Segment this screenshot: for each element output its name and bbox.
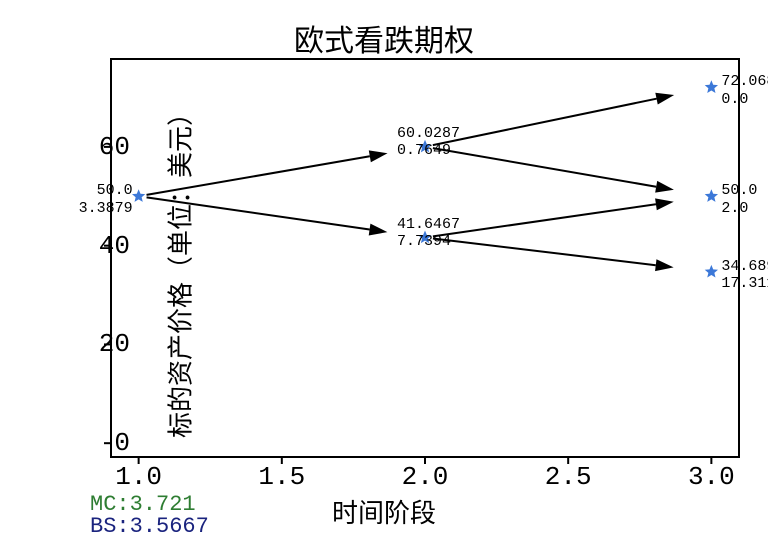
node-label: 50.0 3.3879 bbox=[79, 182, 133, 217]
node-label: 34.689 17.311 bbox=[721, 258, 768, 293]
node-label: 50.0 2.0 bbox=[721, 182, 757, 217]
y-tick-label: 60 bbox=[99, 132, 130, 162]
y-tick-label: 0 bbox=[114, 428, 130, 458]
node-label: 72.0689 0.0 bbox=[721, 73, 768, 108]
chart-container: 欧式看跌期权 标的资产价格（单位：美元） 时间阶段 02040601.01.52… bbox=[0, 0, 768, 538]
chart-title: 欧式看跌期权 bbox=[0, 16, 768, 60]
x-tick-label: 3.0 bbox=[688, 462, 735, 492]
y-tick-label: 40 bbox=[99, 231, 130, 261]
x-tick-label: 1.5 bbox=[258, 462, 305, 492]
node-label: 41.6467 7.7394 bbox=[397, 216, 460, 251]
footer-metric: BS:3.5667 bbox=[90, 514, 209, 538]
x-tick-label: 1.0 bbox=[115, 462, 162, 492]
node-label: 60.0287 0.7649 bbox=[397, 125, 460, 160]
x-tick-label: 2.0 bbox=[402, 462, 449, 492]
y-tick-label: 20 bbox=[99, 329, 130, 359]
x-tick-label: 2.5 bbox=[545, 462, 592, 492]
plot-area bbox=[110, 58, 740, 458]
